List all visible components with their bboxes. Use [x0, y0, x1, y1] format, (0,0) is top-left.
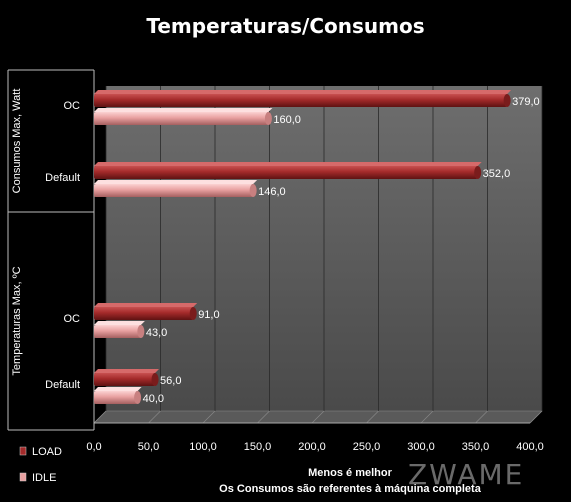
floor-gridline — [93, 410, 107, 424]
legend-swatch-load — [19, 446, 27, 456]
legend-label-load: LOAD — [32, 446, 62, 458]
x-axis-title: Menos é melhor — [308, 467, 392, 479]
x-tick-label: 350,0 — [462, 441, 490, 453]
watermark-logo: ZWAME — [408, 458, 525, 491]
x-tick-label: 100,0 — [189, 441, 217, 453]
floor-gridline — [366, 410, 379, 424]
idle-bar-top — [94, 180, 258, 184]
footnote: Os Consumos são referentes à máquina com… — [219, 483, 481, 495]
idle-bar-cap — [137, 325, 145, 338]
floor-gridline — [148, 410, 161, 424]
x-tick-label: 0,0 — [86, 441, 101, 453]
load-bar-cap — [503, 94, 511, 107]
x-tick-label: 400,0 — [516, 441, 544, 453]
category-label: Default — [45, 379, 80, 391]
idle-value-label: 146,0 — [258, 186, 286, 198]
load-bar — [94, 307, 194, 320]
floor-gridline — [529, 410, 543, 424]
idle-bar-top — [94, 387, 142, 391]
floor-gridline — [311, 410, 325, 424]
load-value-label: 379,0 — [512, 96, 540, 108]
floor-gridline — [475, 410, 488, 424]
idle-bar-top — [94, 321, 145, 325]
load-bar-top — [94, 369, 160, 373]
load-value-label: 352,0 — [483, 168, 511, 180]
floor-gridline — [420, 410, 434, 424]
legend-label-idle: IDLE — [32, 472, 56, 484]
idle-value-label: 40,0 — [143, 393, 164, 405]
group-label: Temperaturas Max, ºC — [11, 266, 23, 375]
idle-value-label: 43,0 — [146, 327, 167, 339]
idle-bar — [94, 184, 254, 197]
group-label: Consumos Max, Watt — [11, 89, 23, 194]
x-tick-label: 300,0 — [407, 441, 435, 453]
category-label: OC — [64, 313, 81, 325]
category-label: Default — [45, 172, 80, 184]
idle-value-label: 160,0 — [273, 114, 301, 126]
idle-bar-cap — [134, 391, 142, 404]
load-bar-cap — [189, 307, 197, 320]
idle-bar-cap — [249, 184, 257, 197]
idle-bar — [94, 112, 269, 125]
load-bar-cap — [151, 373, 159, 386]
floor-gridline — [257, 410, 270, 424]
idle-bar — [94, 391, 138, 404]
load-bar — [94, 373, 156, 386]
x-tick-label: 50,0 — [138, 441, 159, 453]
idle-bar-top — [94, 108, 273, 112]
load-bar-top — [94, 303, 198, 307]
load-bar-cap — [474, 166, 482, 179]
category-label: OC — [64, 100, 81, 112]
load-value-label: 56,0 — [160, 375, 181, 387]
floor-gridline — [202, 410, 216, 424]
x-tick-label: 250,0 — [353, 441, 381, 453]
chart-title: Temperaturas/Consumos — [146, 14, 425, 38]
idle-bar-cap — [264, 112, 272, 125]
load-bar-top — [94, 162, 482, 166]
load-bar-top — [94, 90, 512, 94]
load-bar — [94, 166, 478, 179]
x-tick-label: 150,0 — [244, 441, 272, 453]
load-bar — [94, 94, 508, 107]
idle-bar — [94, 325, 141, 338]
legend-swatch-idle — [19, 472, 27, 482]
x-tick-label: 200,0 — [298, 441, 326, 453]
load-value-label: 91,0 — [198, 309, 219, 321]
